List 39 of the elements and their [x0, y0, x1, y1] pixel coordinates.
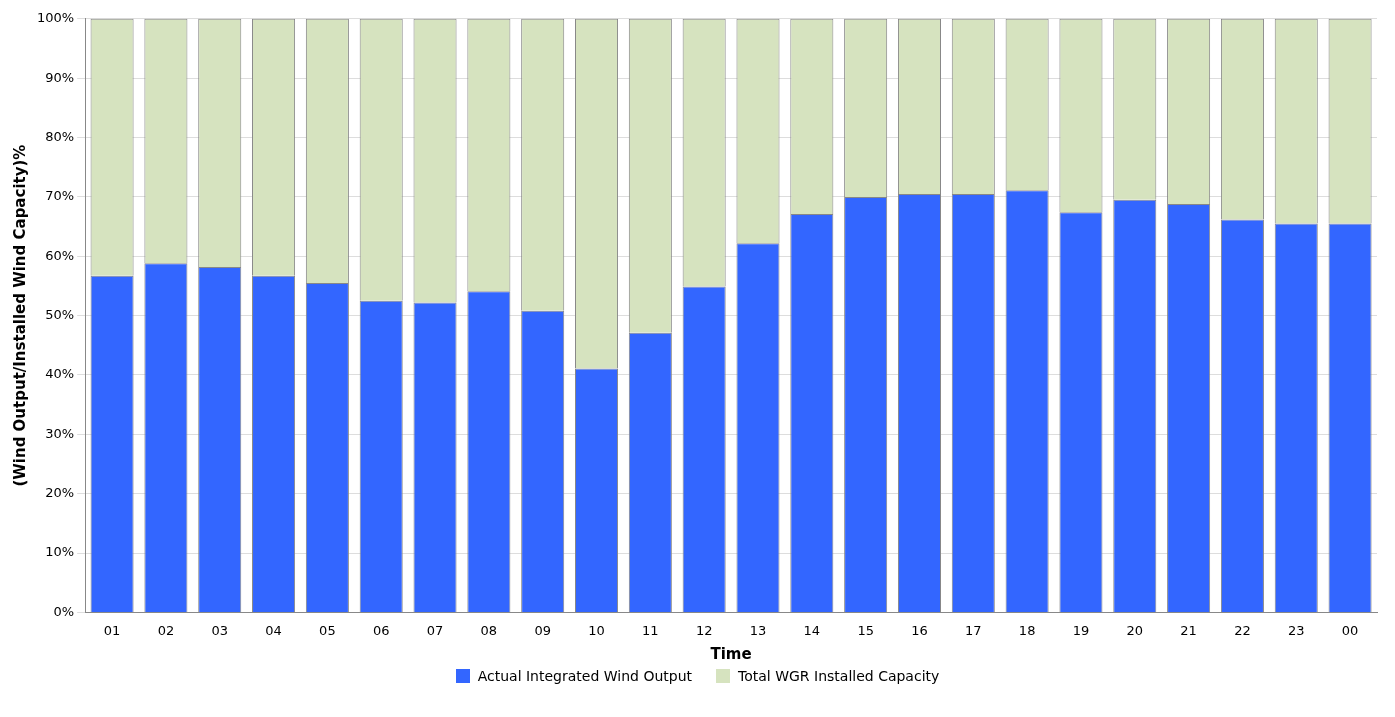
legend-label: Total WGR Installed Capacity	[738, 668, 940, 684]
x-tick-label: 21	[1180, 622, 1197, 638]
x-tick-label: 13	[749, 622, 767, 638]
y-tick-label: 40%	[45, 366, 75, 382]
y-tick-label: 100%	[36, 10, 75, 26]
x-tick-label: 03	[211, 622, 229, 638]
y-tick-label: 50%	[45, 306, 75, 322]
y-tick-label: 30%	[45, 425, 75, 441]
x-tick-label: 17	[965, 622, 982, 638]
x-tick-label: 14	[803, 622, 821, 638]
x-tick-label: 04	[265, 622, 282, 638]
x-tick-label: 10	[588, 622, 605, 638]
x-tick-label: 08	[480, 622, 498, 638]
x-tick-label: 00	[1341, 622, 1359, 638]
y-tick-label: 10%	[45, 544, 75, 560]
y-tick-label: 60%	[45, 247, 75, 263]
x-tick-label: 09	[534, 622, 551, 638]
x-tick-label: 20	[1126, 622, 1144, 638]
x-tick-label: 01	[103, 622, 121, 638]
y-tick-label: 0%	[53, 603, 75, 619]
x-tick-label: 06	[372, 622, 390, 638]
x-tick-label: 11	[642, 622, 659, 638]
x-tick-label: 02	[157, 622, 175, 638]
x-tick-label: 23	[1287, 622, 1305, 638]
y-tick-label: 80%	[45, 128, 75, 144]
x-tick-label: 05	[319, 622, 336, 638]
x-axis-title: Time	[710, 644, 752, 663]
y-tick-label: 90%	[45, 69, 75, 85]
legend-label: Actual Integrated Wind Output	[477, 668, 693, 684]
x-tick-label: 12	[695, 622, 713, 638]
y-axis-title: (Wind Output/Installed Wind Capacity)%	[10, 144, 29, 487]
y-tick-label: 20%	[45, 485, 75, 501]
x-tick-label: 07	[426, 622, 444, 638]
y-tick-label: 70%	[45, 188, 75, 204]
x-tick-label: 22	[1234, 622, 1251, 638]
x-tick-label: 18	[1018, 622, 1036, 638]
x-tick-label: 15	[857, 622, 874, 638]
x-tick-label: 19	[1072, 622, 1090, 638]
x-tick-label: 16	[911, 622, 928, 638]
